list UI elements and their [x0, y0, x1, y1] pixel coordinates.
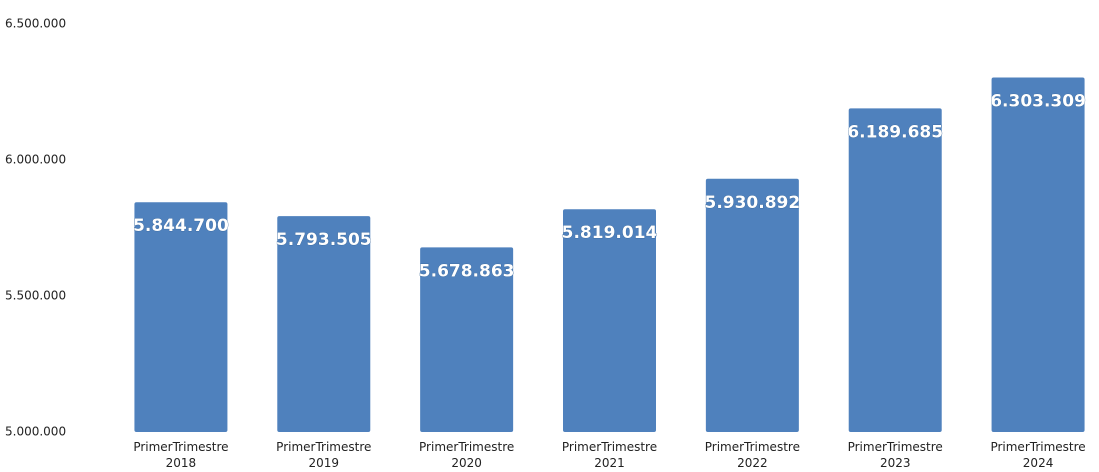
- x-tick-label: PrimerTrimestre 2019: [276, 440, 371, 470]
- value-label: 5.793.505: [276, 230, 372, 250]
- x-tick-label: PrimerTrimestre 2018: [133, 440, 228, 470]
- bar: [134, 202, 228, 432]
- bar: [563, 209, 656, 432]
- value-label: 5.819.014: [562, 223, 658, 243]
- bar: [277, 216, 371, 432]
- bar: [848, 108, 942, 433]
- x-tick-label: PrimerTrimestre 2020: [419, 440, 514, 470]
- value-label: 5.930.892: [704, 193, 800, 213]
- bar: [420, 247, 514, 432]
- y-tick-label: 6.500.000: [5, 17, 66, 31]
- x-tick-label: PrimerTrimestre 2024: [990, 440, 1085, 470]
- y-tick-label: 6.000.000: [5, 153, 66, 167]
- bar: [705, 178, 799, 432]
- y-tick-label: 5.500.000: [5, 289, 66, 303]
- value-label: 6.303.309: [990, 91, 1086, 111]
- x-tick-label: PrimerTrimestre 2021: [562, 440, 657, 470]
- y-tick-label: 5.000.000: [5, 425, 66, 439]
- value-label: 6.189.685: [847, 122, 943, 142]
- bar: [991, 77, 1085, 433]
- value-label: 5.678.863: [419, 261, 515, 281]
- x-tick-label: PrimerTrimestre 2023: [848, 440, 943, 470]
- value-label: 5.844.700: [133, 216, 229, 236]
- x-tick-label: PrimerTrimestre 2022: [705, 440, 800, 470]
